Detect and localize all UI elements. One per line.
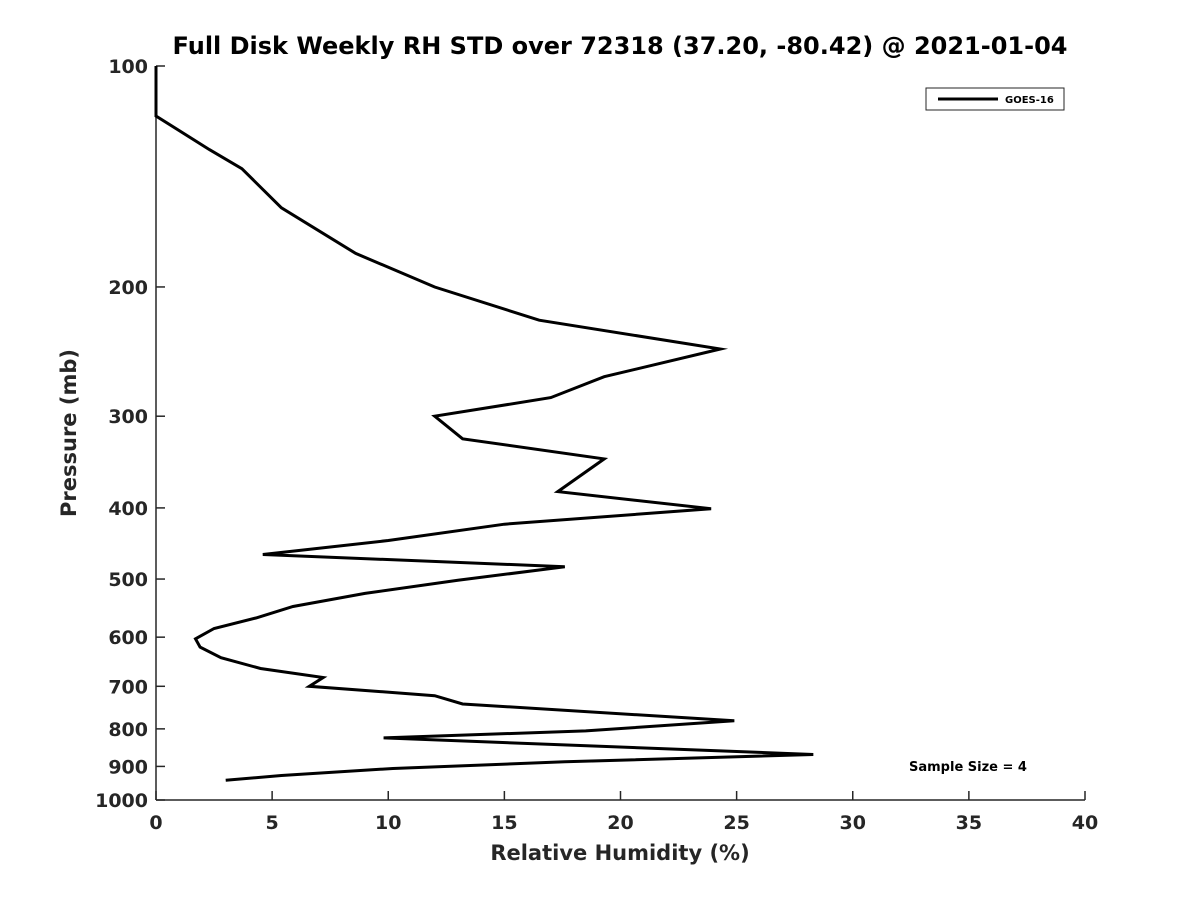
chart-title: Full Disk Weekly RH STD over 72318 (37.2… [173,32,1068,60]
y-tick-label-100: 100 [108,56,148,78]
y-tick-label-600: 600 [108,627,148,649]
x-tick-label-25: 25 [723,812,749,834]
y-tick-label-800: 800 [108,719,148,741]
series-line-goes-16 [154,66,814,782]
x-tick-label-10: 10 [375,812,401,834]
x-tick-label-0: 0 [149,812,162,834]
x-tick-label-35: 35 [956,812,982,834]
y-tick-label-400: 400 [108,498,148,520]
y-tick-label-1000: 1000 [95,790,148,812]
y-tick-label-900: 900 [108,756,148,778]
y-tick-label-300: 300 [108,406,148,428]
legend: GOES-16 [925,87,1065,111]
x-tick-label-5: 5 [266,812,279,834]
x-ticks: 0 5 10 15 20 25 30 35 40 [149,791,1098,834]
y-tick-label-700: 700 [108,676,148,698]
x-tick-label-20: 20 [607,812,633,834]
x-tick-label-15: 15 [491,812,517,834]
x-tick-label-30: 30 [840,812,866,834]
y-ticks: 100 200 300 400 500 600 700 800 900 1000 [95,56,165,812]
legend-entry-goes-16: GOES-16 [1005,95,1054,106]
sample-size-annotation: Sample Size = 4 [909,760,1027,775]
x-tick-label-40: 40 [1072,812,1098,834]
series-layer [154,66,814,782]
y-tick-label-500: 500 [108,569,148,591]
y-axis-label: Pressure (mb) [57,349,81,517]
x-axis-label: Relative Humidity (%) [490,841,749,865]
y-tick-label-200: 200 [108,277,148,299]
